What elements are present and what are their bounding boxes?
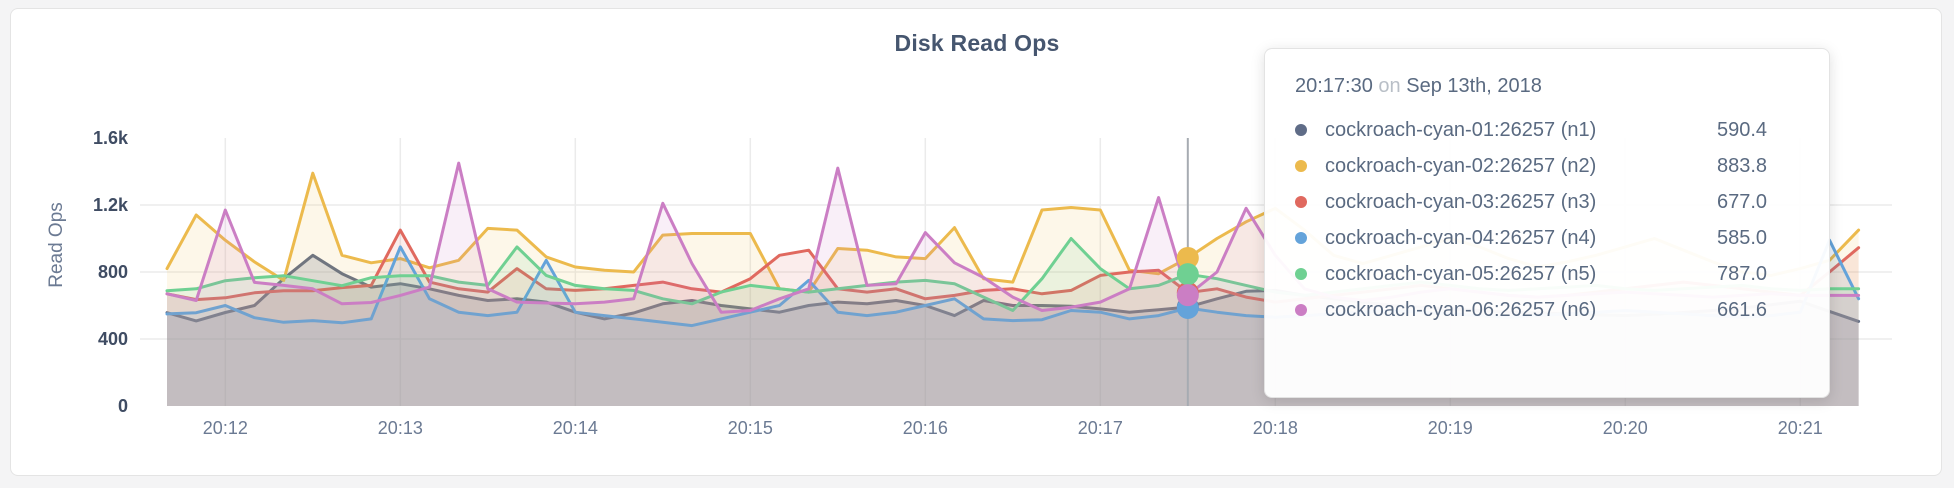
series-value: 787.0 [1717,262,1768,285]
y-tick-label: 800 [98,262,128,282]
series-color-dot-icon [1295,196,1307,208]
y-tick-label: 400 [98,329,128,349]
x-tick-label: 20:12 [203,418,248,438]
hover-point-dot [1176,263,1199,286]
tooltip-row: cockroach-cyan-02:26257 (n2) 883.8 [1295,148,1799,184]
series-label: cockroach-cyan-01:26257 (n1) [1325,118,1597,141]
hover-tooltip: 20:17:30 on Sep 13th, 2018 cockroach-cya… [1264,48,1830,398]
hover-point-dot [1176,246,1199,269]
tooltip-rows: cockroach-cyan-01:26257 (n1) 590.4 cockroa… [1295,112,1799,328]
series-value: 590.4 [1717,118,1768,141]
x-tick-label: 20:15 [728,418,773,438]
x-tick-label: 20:14 [553,418,598,438]
series-label: cockroach-cyan-02:26257 (n2) [1325,154,1597,177]
series-color-dot-icon [1295,124,1307,136]
tooltip-header: 20:17:30 on Sep 13th, 2018 [1295,75,1799,98]
y-tick-label: 1.2k [93,195,129,215]
x-tick-label: 20:21 [1778,418,1823,438]
series-label: cockroach-cyan-05:26257 (n5) [1325,262,1597,285]
series-color-dot-icon [1295,232,1307,244]
hover-point-dot [1176,284,1199,307]
x-tick-label: 20:16 [903,418,948,438]
series-value: 661.6 [1717,298,1768,321]
series-color-dot-icon [1295,160,1307,172]
y-tick-label: 1.6k [93,128,129,148]
series-label: cockroach-cyan-04:26257 (n4) [1325,226,1597,249]
series-value: 677.0 [1717,190,1768,213]
x-tick-label: 20:17 [1078,418,1123,438]
series-color-dot-icon [1295,268,1307,280]
series-value: 883.8 [1717,154,1768,177]
tooltip-row: cockroach-cyan-04:26257 (n4) 585.0 [1295,220,1799,256]
x-tick-label: 20:20 [1603,418,1648,438]
tooltip-row: cockroach-cyan-05:26257 (n5) 787.0 [1295,256,1799,292]
chart-title: Disk Read Ops [894,30,1060,56]
tooltip-date: Sep 13th, 2018 [1406,75,1542,97]
y-axis-label: Read Ops [46,202,67,288]
series-value: 585.0 [1717,226,1768,249]
tooltip-on-word: on [1378,75,1401,97]
series-color-dot-icon [1295,304,1307,316]
tooltip-row: cockroach-cyan-01:26257 (n1) 590.4 [1295,112,1799,148]
tooltip-row: cockroach-cyan-03:26257 (n3) 677.0 [1295,184,1799,220]
series-label: cockroach-cyan-06:26257 (n6) [1325,298,1597,321]
y-tick-label: 0 [118,396,128,416]
tooltip-row: cockroach-cyan-06:26257 (n6) 661.6 [1295,292,1799,328]
x-tick-label: 20:13 [378,418,423,438]
x-tick-label: 20:18 [1253,418,1298,438]
series-label: cockroach-cyan-03:26257 (n3) [1325,190,1597,213]
tooltip-time: 20:17:30 [1295,75,1373,97]
x-tick-label: 20:19 [1428,418,1473,438]
